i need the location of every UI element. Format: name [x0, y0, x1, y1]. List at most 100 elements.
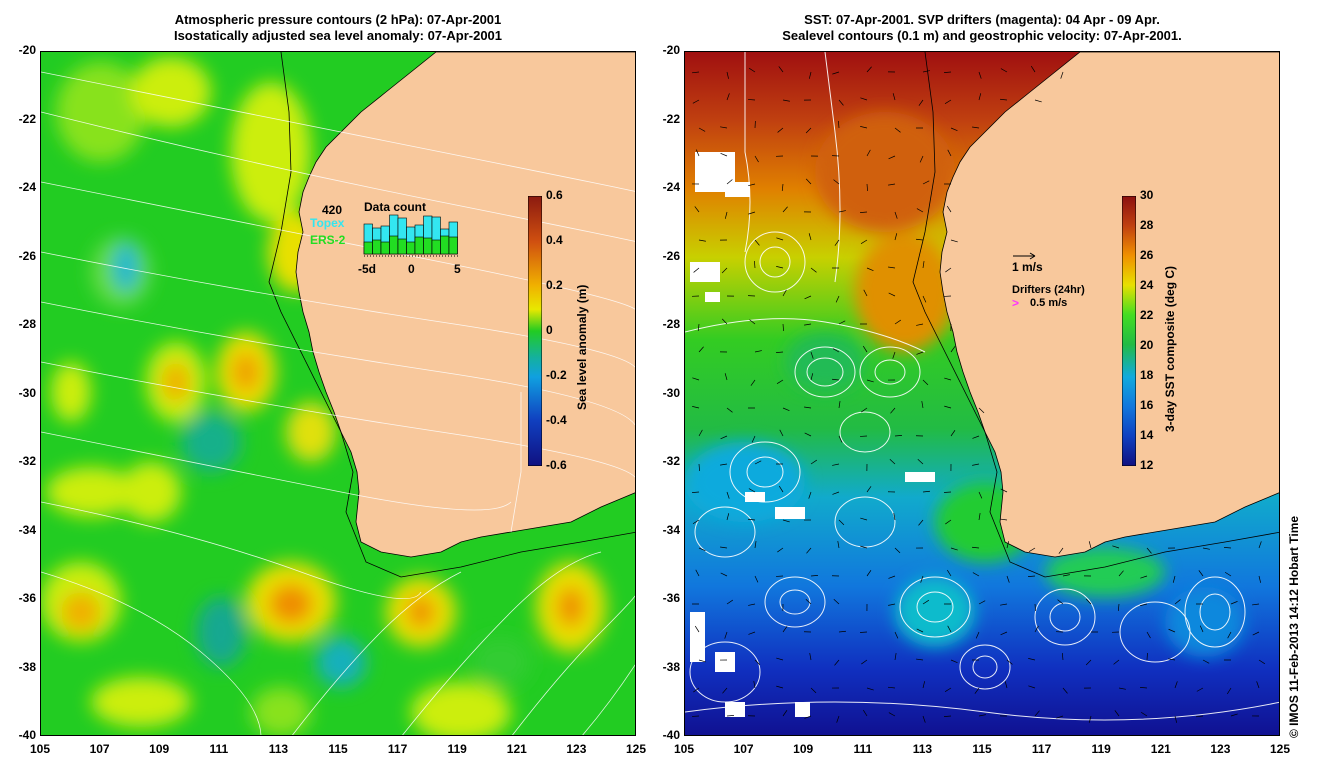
velocity-arrow: [837, 541, 840, 549]
sla-colorbar-tick-6: -0.6: [546, 458, 567, 472]
drifter-marker-icon: >: [1012, 296, 1020, 310]
velocity-arrow: [754, 659, 761, 666]
velocity-arrow: [894, 127, 901, 133]
velocity-arrow: [893, 513, 896, 521]
velocity-arrow: [1146, 631, 1151, 639]
velocity-arrow: [836, 715, 840, 723]
velocity-arrow: [1140, 575, 1148, 579]
velocity-arrow: [748, 211, 756, 215]
velocity-arrow: [861, 659, 868, 665]
right-ytick-1: -22: [662, 111, 680, 126]
velocity-arrow: [754, 350, 762, 353]
velocity-arrow: [754, 239, 760, 246]
velocity-arrow: [861, 407, 868, 413]
velocity-arrow: [978, 407, 985, 414]
right-xtick-9: 123: [1210, 742, 1231, 756]
left-ytick-5: -30: [18, 385, 36, 400]
velocity-arrow: [1000, 603, 1008, 606]
left-xtick-4: 113: [268, 742, 289, 756]
left-xtick-8: 121: [506, 742, 527, 756]
velocity-arrow: [1061, 652, 1064, 661]
right-ytick-2: -24: [662, 180, 680, 194]
velocity-arrow: [779, 429, 784, 437]
velocity-arrow: [888, 712, 896, 717]
velocity-arrow: [1004, 681, 1008, 689]
velocity-arrow: [838, 210, 846, 213]
ers2-bar: [380, 241, 390, 255]
velocity-arrow: [972, 546, 980, 549]
sst-colorbar-tick-6: 18: [1140, 368, 1154, 382]
velocity-arrow: [804, 715, 812, 719]
sst-colorbar-tick-3: 24: [1140, 278, 1154, 292]
inset-ers2-label: ERS-2: [310, 233, 346, 247]
velocity-arrow: [1139, 687, 1148, 689]
velocity-arrow: [720, 126, 728, 129]
ers2-bar: [423, 237, 433, 255]
shelf-break-contour-sst: [912, 52, 1279, 578]
velocity-arrow: [950, 659, 958, 663]
left-xtick-9: 123: [566, 742, 587, 756]
velocity-arrow: [1230, 713, 1238, 717]
velocity-arrow: [862, 345, 868, 353]
velocity-arrow: [748, 67, 756, 73]
ers2-bar: [431, 239, 441, 255]
velocity-arrow: [972, 435, 980, 439]
velocity-arrow: [916, 323, 924, 326]
right-xtick-3: 111: [853, 742, 873, 756]
velocity-arrow: [894, 233, 898, 241]
sla-colorbar-label: Sea level anomaly (m): [575, 284, 589, 410]
velocity-arrow: [890, 407, 896, 414]
velocity-arrow: [724, 211, 728, 219]
ers2-bar: [363, 241, 373, 255]
velocity-arrow: [832, 463, 840, 466]
velocity-arrow: [698, 127, 706, 132]
velocity-arrow: [894, 631, 899, 639]
velocity-arrow: [888, 292, 896, 297]
velocity-arrow: [1030, 65, 1036, 73]
sla-colorbar-tick-5: -0.4: [546, 413, 567, 427]
right-ytick-5: -30: [662, 385, 680, 400]
velocity-arrow: [950, 547, 958, 551]
left-title-line2: Isostatically adjusted sea level anomaly…: [173, 28, 503, 43]
velocity-arrow: [916, 628, 924, 633]
velocity-arrow: [1112, 545, 1120, 549]
pressure-contours: [41, 71, 635, 735]
velocity-arrow: [1057, 599, 1064, 605]
velocity-arrow: [776, 657, 784, 661]
velocity-arrow: [833, 179, 840, 185]
velocity-arrow: [1088, 541, 1092, 549]
velocity-arrow: [1140, 711, 1148, 717]
velocity-arrow: [866, 379, 874, 383]
data-count-histogram: [363, 214, 458, 257]
credit-text: © IMOS 11-Feb-2013 14:12 Hobart Time: [1287, 515, 1301, 738]
velocity-arrow: [888, 686, 896, 689]
velocity-arrow: [894, 653, 897, 661]
velocity-arrow: [832, 378, 840, 381]
velocity-arrow: [947, 149, 952, 157]
left-xtick-2: 109: [149, 742, 170, 756]
sla-colorbar-tick-0: 0.6: [546, 188, 563, 202]
velocity-arrow: [782, 626, 788, 633]
right-xtick-7: 119: [1091, 742, 1111, 756]
velocity-arrow: [860, 545, 868, 549]
velocity-arrow: [922, 715, 926, 723]
sla-colorbar-tick-1: 0.4: [546, 233, 563, 247]
right-xtick-6: 117: [1031, 742, 1052, 756]
velocity-arrow: [720, 435, 728, 440]
velocity-arrow: [810, 351, 814, 359]
velocity-arrow: [810, 687, 817, 694]
velocity-arrow: [1258, 659, 1266, 665]
velocity-arrow: [972, 572, 980, 577]
velocity-arrow: [888, 183, 896, 186]
velocity-arrow: [832, 348, 840, 353]
velocity-arrow: [1168, 628, 1176, 633]
velocity-arrow: [804, 323, 812, 326]
inset-topex-label: Topex: [310, 216, 345, 230]
velocity-arrow: [748, 518, 756, 521]
velocity-arrow: [698, 659, 706, 663]
right-ytick-9: -38: [662, 659, 680, 674]
velocity-scale-arrow: [1013, 252, 1036, 260]
velocity-arrow: [804, 295, 812, 300]
velocity-arrow: [888, 155, 896, 160]
velocity-arrow: [1058, 547, 1064, 554]
